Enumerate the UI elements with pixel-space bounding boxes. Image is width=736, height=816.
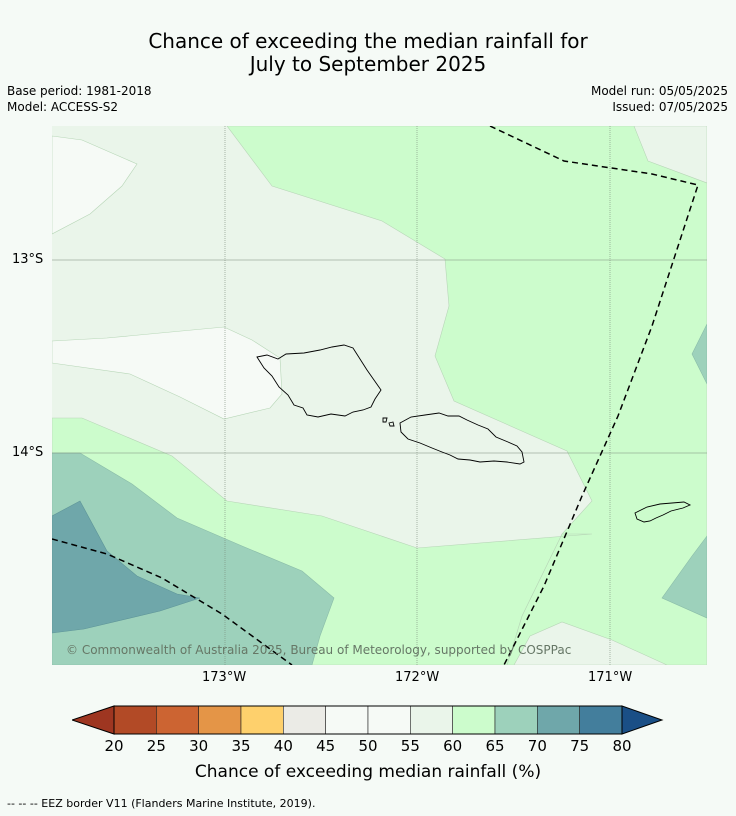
lon-label-173w: 173°W: [202, 670, 247, 685]
lat-label-14s: 14°S: [12, 445, 44, 460]
colorbar: [72, 705, 664, 735]
colorbar-tick-65: 65: [485, 737, 505, 755]
island-apolima: [388, 421, 395, 427]
island-savaii: [256, 344, 382, 418]
meta-right: Model run: 05/05/2025 Issued: 07/05/2025: [591, 83, 728, 115]
colorbar-cell-20-25: [113, 705, 157, 735]
colorbar-cell-35-40: [240, 705, 284, 735]
map-title-line2: July to September 2025: [249, 52, 487, 76]
graticule: [52, 126, 707, 665]
colorbar-tick-55: 55: [400, 737, 420, 755]
map-svg: [52, 126, 707, 665]
colorbar-tick-75: 75: [570, 737, 590, 755]
colorbar-cell-30-35: [198, 705, 242, 735]
colorbar-tick-80: 80: [612, 737, 632, 755]
map-panel: © Commonwealth of Australia 2025, Bureau…: [52, 126, 707, 665]
colorbar-cell-70-75: [537, 705, 580, 735]
eez-footnote: -- -- -- EEZ border V11 (Flanders Marine…: [7, 797, 316, 810]
region-55-60-topright: [633, 126, 707, 184]
colorbar-title: Chance of exceeding median rainfall (%): [194, 762, 542, 782]
map-title: Chance of exceeding the median rainfall …: [0, 30, 736, 76]
colorbar-tick-60: 60: [443, 737, 463, 755]
region-55-60-bottomright: [513, 621, 668, 665]
model-name: Model: ACCESS-S2: [7, 100, 119, 114]
copyright-notice: © Commonwealth of Australia 2025, Bureau…: [66, 643, 572, 657]
colorbar-cell-40-45: [283, 705, 326, 735]
region-65-70-east1: [691, 323, 707, 385]
colorbar-tick-70: 70: [527, 737, 547, 755]
colorbar-cell-25-30: [156, 705, 199, 735]
eez-border: [52, 126, 699, 665]
map-title-line1: Chance of exceeding the median rainfall …: [148, 29, 588, 53]
island-manono: [382, 417, 388, 423]
colorbar-cell-55-60: [410, 705, 453, 735]
region-70-75-sw: [52, 500, 201, 634]
lon-label-171w: 171°W: [588, 670, 633, 685]
base-period: Base period: 1981-2018: [7, 84, 152, 98]
meta-left: Base period: 1981-2018 Model: ACCESS-S2: [7, 83, 152, 115]
colorbar-frame: [113, 705, 623, 735]
region-65-70-east2: [661, 535, 707, 619]
colorbar-cell-65-70: [494, 705, 538, 735]
colorbar-cell-75-80: [579, 705, 623, 735]
model-run: Model run: 05/05/2025: [590, 84, 728, 98]
colorbar-extend-high: [621, 705, 664, 735]
issued-date: Issued: 07/05/2025: [612, 100, 728, 114]
region-45-50-nw: [52, 135, 138, 235]
lon-label-172w: 172°W: [395, 670, 440, 685]
island-upolu: [399, 412, 525, 465]
region-45-50-center: [52, 326, 283, 420]
lat-label-13s: 13°S: [12, 252, 44, 267]
island-tutuila: [634, 501, 692, 523]
colorbar-extend-low: [72, 705, 115, 735]
colorbar-cell-50-55: [367, 705, 411, 735]
region-60-65-east: [226, 126, 707, 665]
colorbar-tick-20: 20: [104, 737, 124, 755]
colorbar-tick-25: 25: [146, 737, 166, 755]
colorbar-cell-45-50: [325, 705, 369, 735]
colorbar-tick-35: 35: [231, 737, 251, 755]
colorbar-tick-40: 40: [273, 737, 293, 755]
colorbar-tick-50: 50: [358, 737, 378, 755]
eez-border-north: [489, 126, 699, 665]
colorbar-cell-60-65: [452, 705, 496, 735]
colorbar-tick-30: 30: [189, 737, 209, 755]
eez-border-southwest: [52, 538, 293, 665]
colorbar-tick-45: 45: [316, 737, 336, 755]
islands: [256, 344, 692, 523]
